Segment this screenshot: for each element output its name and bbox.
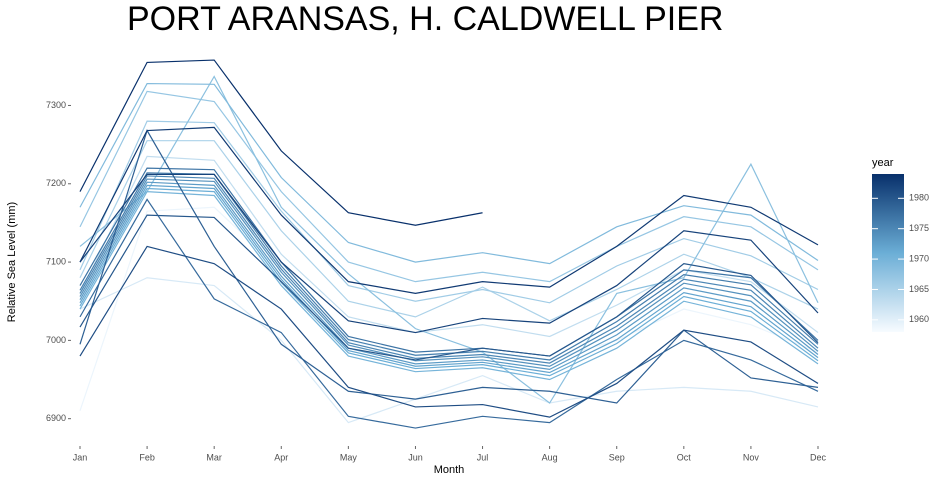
color-bar-label: 1970 [909,253,929,263]
y-tick-label: 7100 [46,256,66,266]
series-line [79,172,819,361]
color-bar-label: 1960 [909,314,929,324]
x-tick-label: Mar [206,452,222,462]
color-bar-label: 1975 [909,223,929,233]
series-line [79,173,819,334]
x-tick-label: Feb [139,452,155,462]
series-line [79,167,819,357]
series-line [79,184,819,374]
color-bar [872,174,904,332]
x-tick-label: Jan [73,452,88,462]
x-tick-label: Jul [477,452,489,462]
series-line [79,245,819,418]
y-tick-label: 6900 [46,413,66,423]
series-line [79,129,819,404]
x-tick-label: Oct [677,452,692,462]
series-line [79,175,819,364]
series-line [79,140,819,322]
x-tick-label: Aug [542,452,558,462]
series-line [79,277,819,424]
series-line [79,181,819,370]
x-tick-label: Sep [609,452,625,462]
series-line [79,126,819,295]
series-line [79,214,819,361]
x-tick-label: Nov [743,452,760,462]
x-tick-label: Apr [274,452,288,462]
series-line [79,198,819,429]
x-tick-label: Dec [810,452,827,462]
x-tick-label: May [340,452,358,462]
series-line [79,155,819,338]
series-line [79,75,819,404]
x-tick-label: Jun [408,452,423,462]
color-bar-label: 1965 [909,284,929,294]
series-line [79,178,819,367]
y-tick-label: 7000 [46,335,66,345]
x-axis-title: Month [434,464,465,476]
series-line [79,90,819,283]
y-tick-label: 7300 [46,100,66,110]
color-bar-label: 1980 [909,193,929,203]
series-line [79,59,483,226]
series-line [79,120,819,304]
y-tick-label: 7200 [46,178,66,188]
series-line [79,187,819,377]
y-axis-title: Relative Sea Level (mm) [6,202,18,322]
series-line [79,82,819,265]
series-line [79,190,819,381]
legend-title: year [872,157,894,169]
chart-title: PORT ARANSAS, H. CALDWELL PIER [127,0,723,38]
